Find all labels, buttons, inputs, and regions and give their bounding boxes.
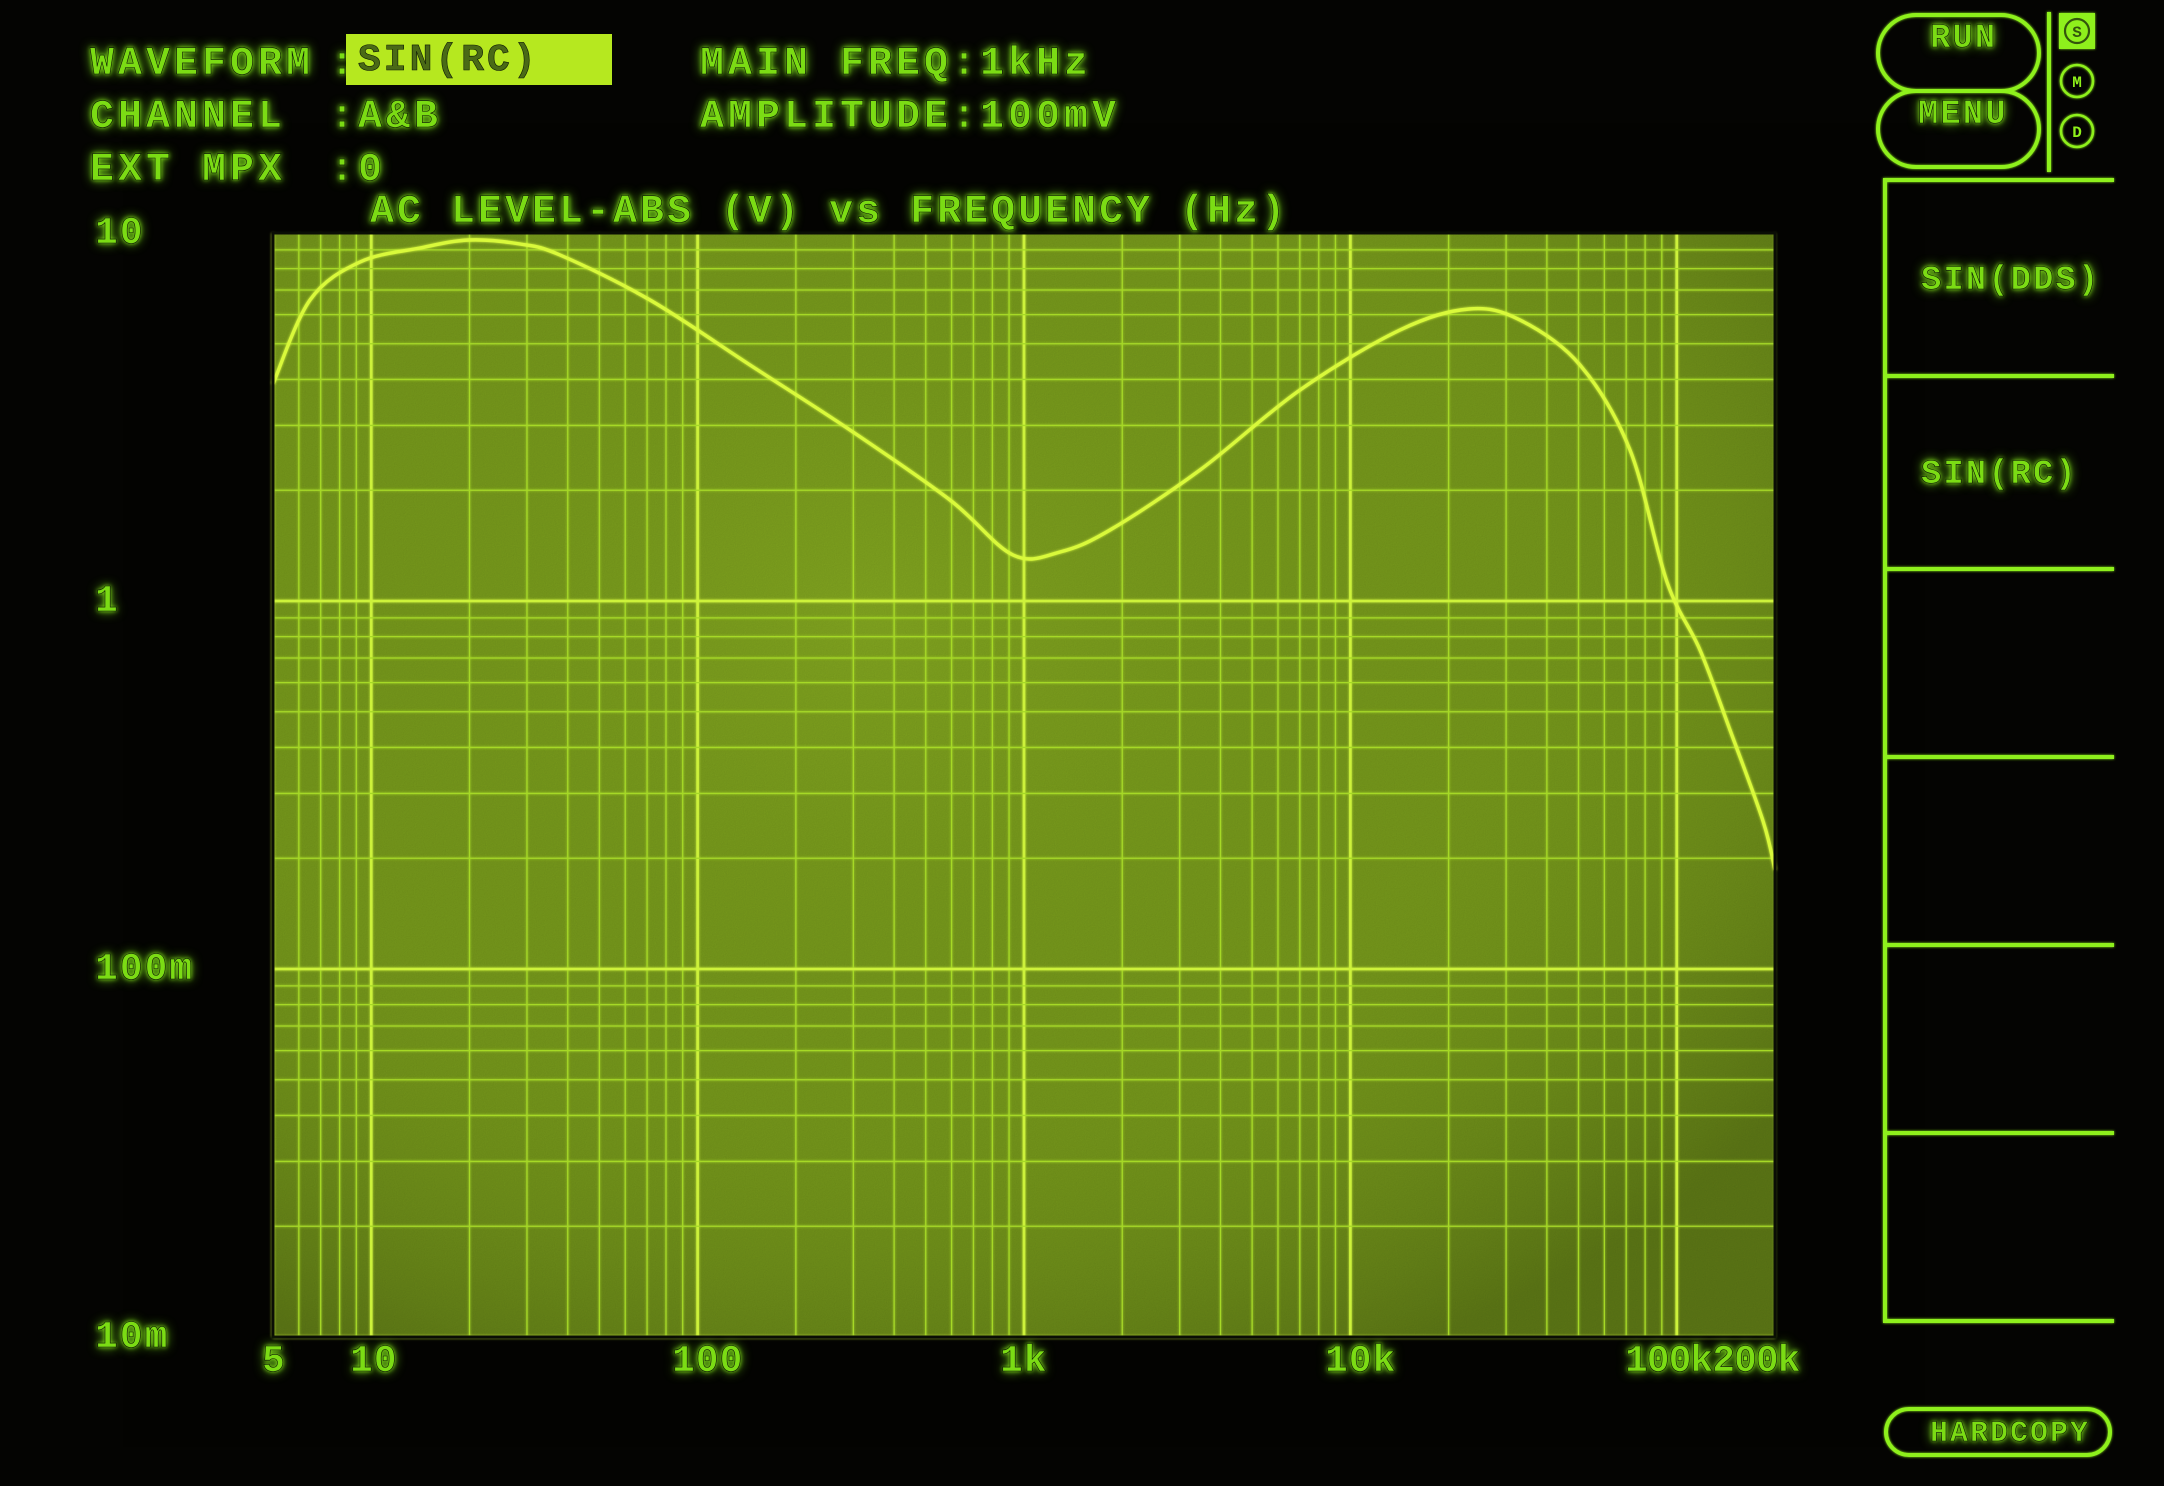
svg-text:S: S <box>2072 24 2082 42</box>
svg-text:D: D <box>2072 124 2082 142</box>
svg-text:M: M <box>2072 74 2082 92</box>
